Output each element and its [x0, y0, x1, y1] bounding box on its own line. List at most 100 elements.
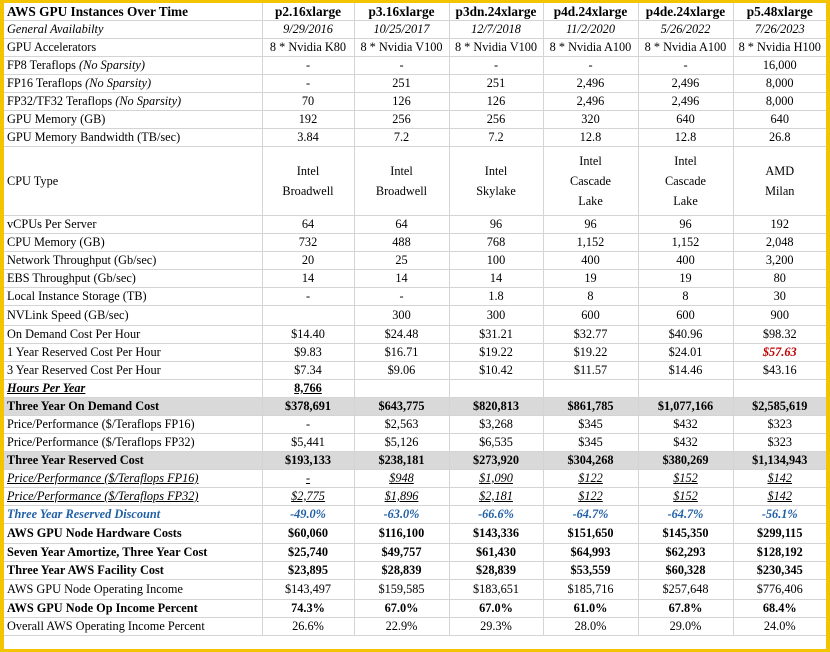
- row-net: Network Throughput (Gb/sec) 20 25 100 400 400…: [4, 251, 826, 270]
- cpu-type-line: AMD: [765, 164, 795, 178]
- row-label-text: 3 Year Reserved Cost Per Hour: [7, 363, 161, 377]
- value-cell: $948: [354, 469, 450, 488]
- row-label-text: Price/Performance ($/Teraflops FP32): [7, 435, 195, 449]
- row-label-text: Price/Performance ($/Teraflops FP16): [7, 471, 199, 485]
- row-label: Price/Performance ($/Teraflops FP16): [4, 415, 263, 434]
- row-label-text: AWS GPU Node Op Income Percent: [7, 601, 198, 615]
- value-cell: 100: [449, 251, 544, 270]
- table-title: AWS GPU Instances Over Time: [4, 3, 263, 21]
- row-label-note: (No Sparsity): [79, 58, 145, 72]
- value-cell: 96: [449, 215, 544, 234]
- value-cell: $6,535: [449, 433, 544, 452]
- value-cell: -: [262, 74, 355, 93]
- value-cell: Intel Cascade Lake: [638, 146, 734, 216]
- value-cell: $143,497: [262, 579, 355, 600]
- value-cell: 126: [449, 92, 544, 111]
- row-label-text: vCPUs Per Server: [7, 217, 97, 231]
- value-cell: $1,134,943: [733, 451, 826, 470]
- value-cell: -66.6%: [449, 505, 544, 524]
- row-label: Three Year Reserved Cost: [4, 451, 263, 470]
- cpu-type-line: Intel: [579, 154, 602, 168]
- empty-cell: [449, 379, 544, 398]
- value-cell: 70: [262, 92, 355, 111]
- row-label-text: CPU Memory (GB): [7, 235, 105, 249]
- value-cell: 19: [638, 269, 734, 288]
- row-label: AWS GPU Node Hardware Costs: [4, 523, 263, 544]
- value-cell: $185,716: [543, 579, 639, 600]
- value-cell: $193,133: [262, 451, 355, 470]
- value-cell: 8 * Nvidia A100: [638, 38, 734, 57]
- cpu-type-line: Cascade: [570, 174, 611, 188]
- row-label: GPU Memory Bandwidth (TB/sec): [4, 128, 263, 147]
- value-cell: $24.48: [354, 325, 450, 344]
- value-cell: 30: [733, 287, 826, 306]
- value-cell: 1,152: [638, 233, 734, 252]
- instance-header: p3.16xlarge: [354, 3, 450, 21]
- value-cell: 14: [354, 269, 450, 288]
- cpu-type-line: Intel: [674, 154, 697, 168]
- value-cell: 8,000: [733, 74, 826, 93]
- value-cell: 74.3%: [262, 599, 355, 618]
- value-cell: 12.8: [543, 128, 639, 147]
- value-cell: -: [262, 415, 355, 434]
- value-cell: $61,430: [449, 543, 544, 562]
- row-tyod: Three Year On Demand Cost $378,691 $643,77…: [4, 397, 826, 416]
- row-label-text: Three Year Reserved Discount: [7, 507, 161, 521]
- value-cell: 2,048: [733, 233, 826, 252]
- value-cell: 25: [354, 251, 450, 270]
- value-cell: $1,077,166: [638, 397, 734, 416]
- row-label-text: EBS Throughput (Gb/sec): [7, 271, 136, 285]
- row-res3: 3 Year Reserved Cost Per Hour $7.34 $9.06 $…: [4, 361, 826, 380]
- value-cell: $2,585,619: [733, 397, 826, 416]
- value-cell: $31.21: [449, 325, 544, 344]
- row-label: FP32/TF32 Teraflops (No Sparsity): [4, 92, 263, 111]
- value-cell: 900: [733, 305, 826, 326]
- row-label-note: (No Sparsity): [85, 76, 152, 90]
- row-label: Price/Performance ($/Teraflops FP16): [4, 469, 263, 488]
- value-cell: $159,585: [354, 579, 450, 600]
- value-cell: $238,181: [354, 451, 450, 470]
- cpu-type-line: Broadwell: [375, 184, 428, 198]
- row-label-text: Three Year On Demand Cost: [7, 399, 160, 413]
- value-cell: 488: [354, 233, 450, 252]
- value-cell: Intel Cascade Lake: [543, 146, 639, 216]
- value-cell: 600: [638, 305, 734, 326]
- value-cell: 8,000: [733, 92, 826, 111]
- value-cell: -: [262, 287, 355, 306]
- row-label-note: (No Sparsity): [115, 94, 182, 108]
- value-cell: $19.22: [449, 343, 544, 362]
- value-cell: 9/29/2016: [262, 20, 355, 39]
- row-label-text: GPU Memory (GB): [7, 112, 106, 126]
- value-cell: $14.40: [262, 325, 355, 344]
- value-cell: 26.6%: [262, 617, 355, 636]
- value-cell: [262, 305, 355, 326]
- row-label-text: CPU Type: [7, 174, 59, 188]
- value-cell: 8 * Nvidia K80: [262, 38, 355, 57]
- value-cell: 3,200: [733, 251, 826, 270]
- instance-header: p5.48xlarge: [733, 3, 826, 21]
- value-cell: 400: [638, 251, 734, 270]
- value-cell: 256: [449, 110, 544, 129]
- value-cell: -: [638, 56, 734, 75]
- value-cell: $820,813: [449, 397, 544, 416]
- value-cell: $257,648: [638, 579, 734, 600]
- row-tyres: Three Year Reserved Cost $193,133 $238,181…: [4, 451, 826, 470]
- value-cell: 2,496: [638, 74, 734, 93]
- value-cell: 600: [543, 305, 639, 326]
- value-cell: 7.2: [354, 128, 450, 147]
- value-cell: AMD Milan: [733, 146, 826, 216]
- row-label-text: Price/Performance ($/Teraflops FP32): [7, 489, 199, 503]
- value-cell: 8 * Nvidia V100: [354, 38, 450, 57]
- value-cell: 19: [543, 269, 639, 288]
- row-label: AWS GPU Node Operating Income: [4, 579, 263, 600]
- value-cell: Intel Broadwell: [262, 146, 355, 216]
- value-cell: 8 * Nvidia V100: [449, 38, 544, 57]
- value-cell: 16,000: [733, 56, 826, 75]
- cpu-type-line: Intel: [390, 164, 413, 178]
- value-cell: $1,090: [449, 469, 544, 488]
- value-cell: 61.0%: [543, 599, 639, 618]
- value-cell: 80: [733, 269, 826, 288]
- row-label: General Availabilty: [4, 20, 263, 39]
- value-cell: $230,345: [733, 561, 826, 580]
- row-label: GPU Accelerators: [4, 38, 263, 57]
